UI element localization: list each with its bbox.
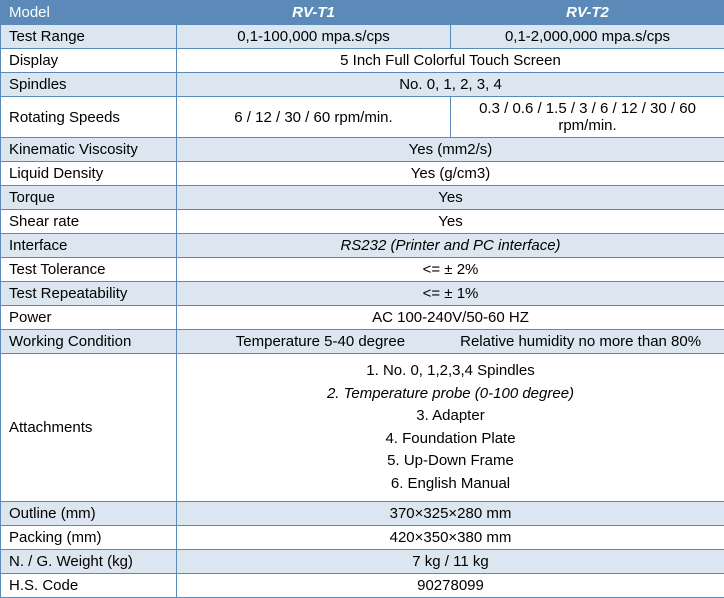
label-hscode: H.S. Code xyxy=(1,574,177,598)
table-header-row: Model RV-T1 RV-T2 xyxy=(1,1,724,25)
label-outline: Outline (mm) xyxy=(1,502,177,526)
row-liq-dens: Liquid Density Yes (g/cm3) xyxy=(1,162,724,186)
row-tolerance: Test Tolerance <= ± 2% xyxy=(1,258,724,282)
spec-table: Model RV-T1 RV-T2 Test Range 0,1-100,000… xyxy=(0,0,724,598)
label-repeat: Test Repeatability xyxy=(1,282,177,306)
val-packing: 420×350×380 mm xyxy=(177,526,724,550)
val-spindles: No. 0, 1, 2, 3, 4 xyxy=(177,73,724,97)
label-test-range: Test Range xyxy=(1,25,177,49)
val-attach: 1. No. 0, 1,2,3,4 Spindles 2. Temperatur… xyxy=(177,354,724,502)
row-spindles: Spindles No. 0, 1, 2, 3, 4 xyxy=(1,73,724,97)
row-repeat: Test Repeatability <= ± 1% xyxy=(1,282,724,306)
row-attach: Attachments 1. No. 0, 1,2,3,4 Spindles 2… xyxy=(1,354,724,502)
val-torque: Yes xyxy=(177,186,724,210)
attach-6: 6. English Manual xyxy=(185,473,716,496)
val-working-hum: Relative humidity no more than 80% xyxy=(451,333,711,350)
val-working: Temperature 5-40 degreeRelative humidity… xyxy=(177,330,724,354)
row-kin-visc: Kinematic Viscosity Yes (mm2/s) xyxy=(1,138,724,162)
label-shear: Shear rate xyxy=(1,210,177,234)
row-weight: N. / G. Weight (kg) 7 kg / 11 kg xyxy=(1,550,724,574)
attach-4: 4. Foundation Plate xyxy=(185,428,716,451)
label-spindles: Spindles xyxy=(1,73,177,97)
val-power: AC 100-240V/50-60 HZ xyxy=(177,306,724,330)
row-torque: Torque Yes xyxy=(1,186,724,210)
label-tolerance: Test Tolerance xyxy=(1,258,177,282)
val-repeat: <= ± 1% xyxy=(177,282,724,306)
header-m2: RV-T2 xyxy=(451,1,724,25)
row-shear: Shear rate Yes xyxy=(1,210,724,234)
val-rot-speeds-1: 6 / 12 / 30 / 60 rpm/min. xyxy=(177,97,451,138)
val-working-temp: Temperature 5-40 degree xyxy=(190,333,450,350)
row-test-range: Test Range 0,1-100,000 mpa.s/cps 0,1-2,0… xyxy=(1,25,724,49)
row-packing: Packing (mm) 420×350×380 mm xyxy=(1,526,724,550)
val-test-range-1: 0,1-100,000 mpa.s/cps xyxy=(177,25,451,49)
label-power: Power xyxy=(1,306,177,330)
label-packing: Packing (mm) xyxy=(1,526,177,550)
row-working: Working Condition Temperature 5-40 degre… xyxy=(1,330,724,354)
label-working: Working Condition xyxy=(1,330,177,354)
attach-1: 1. No. 0, 1,2,3,4 Spindles xyxy=(185,360,716,383)
label-display: Display xyxy=(1,49,177,73)
val-kin-visc: Yes (mm2/s) xyxy=(177,138,724,162)
header-model: Model xyxy=(1,1,177,25)
val-liq-dens: Yes (g/cm3) xyxy=(177,162,724,186)
val-outline: 370×325×280 mm xyxy=(177,502,724,526)
val-weight: 7 kg / 11 kg xyxy=(177,550,724,574)
val-interface: RS232 (Printer and PC interface) xyxy=(177,234,724,258)
label-interface: Interface xyxy=(1,234,177,258)
label-kin-visc: Kinematic Viscosity xyxy=(1,138,177,162)
row-display: Display 5 Inch Full Colorful Touch Scree… xyxy=(1,49,724,73)
val-hscode: 90278099 xyxy=(177,574,724,598)
row-power: Power AC 100-240V/50-60 HZ xyxy=(1,306,724,330)
val-display: 5 Inch Full Colorful Touch Screen xyxy=(177,49,724,73)
row-rot-speeds: Rotating Speeds 6 / 12 / 30 / 60 rpm/min… xyxy=(1,97,724,138)
row-interface: Interface RS232 (Printer and PC interfac… xyxy=(1,234,724,258)
row-hscode: H.S. Code 90278099 xyxy=(1,574,724,598)
label-weight: N. / G. Weight (kg) xyxy=(1,550,177,574)
header-m1: RV-T1 xyxy=(177,1,451,25)
val-tolerance: <= ± 2% xyxy=(177,258,724,282)
label-rot-speeds: Rotating Speeds xyxy=(1,97,177,138)
label-liq-dens: Liquid Density xyxy=(1,162,177,186)
val-rot-speeds-2: 0.3 / 0.6 / 1.5 / 3 / 6 / 12 / 30 / 60 r… xyxy=(451,97,724,138)
label-attach: Attachments xyxy=(1,354,177,502)
attach-2: 2. Temperature probe (0-100 degree) xyxy=(185,383,716,406)
val-test-range-2: 0,1-2,000,000 mpa.s/cps xyxy=(451,25,724,49)
attach-5: 5. Up-Down Frame xyxy=(185,450,716,473)
val-shear: Yes xyxy=(177,210,724,234)
label-torque: Torque xyxy=(1,186,177,210)
row-outline: Outline (mm) 370×325×280 mm xyxy=(1,502,724,526)
attach-3: 3. Adapter xyxy=(185,405,716,428)
